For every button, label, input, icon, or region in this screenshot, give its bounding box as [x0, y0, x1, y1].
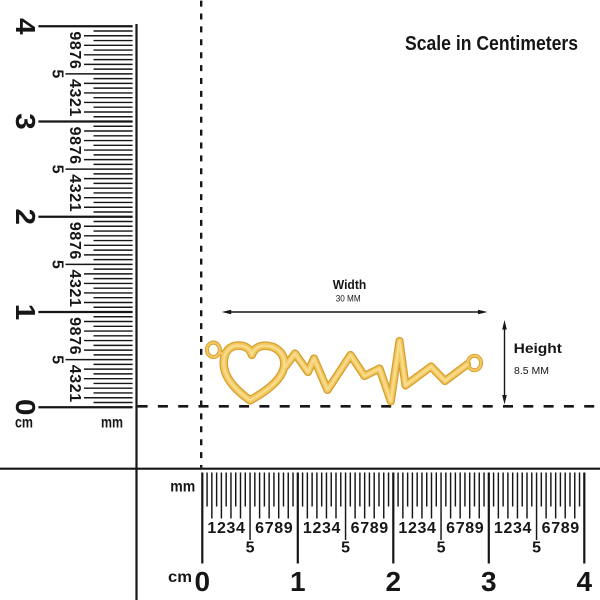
svg-text:4: 4 [332, 520, 341, 537]
svg-text:3: 3 [417, 520, 426, 537]
svg-text:3: 3 [66, 279, 83, 288]
svg-text:7: 7 [551, 520, 560, 537]
svg-text:5: 5 [49, 165, 66, 174]
svg-text:cm: cm [168, 569, 192, 586]
svg-text:3: 3 [226, 520, 235, 537]
svg-text:6: 6 [446, 520, 455, 537]
svg-text:3: 3 [66, 374, 83, 383]
svg-text:3: 3 [10, 113, 41, 130]
svg-text:7: 7 [66, 241, 83, 250]
svg-text:7: 7 [360, 520, 369, 537]
svg-text:6: 6 [66, 60, 83, 69]
svg-text:1: 1 [303, 520, 312, 537]
svg-text:8: 8 [66, 136, 83, 145]
svg-text:9: 9 [66, 31, 83, 40]
svg-text:1: 1 [207, 520, 216, 537]
svg-text:6: 6 [542, 520, 551, 537]
svg-text:9: 9 [379, 520, 388, 537]
svg-text:1: 1 [398, 520, 407, 537]
svg-text:2: 2 [503, 520, 512, 537]
svg-text:8: 8 [370, 520, 379, 537]
svg-text:5: 5 [437, 540, 446, 557]
svg-text:2: 2 [10, 209, 41, 226]
svg-text:4: 4 [66, 174, 83, 183]
svg-text:1: 1 [66, 203, 83, 212]
svg-text:4: 4 [10, 18, 41, 35]
svg-text:2: 2 [217, 520, 226, 537]
svg-text:7: 7 [66, 146, 83, 155]
svg-text:2: 2 [386, 566, 402, 597]
svg-text:cm: cm [15, 415, 33, 432]
svg-text:9: 9 [66, 127, 83, 136]
svg-text:6: 6 [66, 346, 83, 355]
svg-text:3: 3 [66, 88, 83, 97]
svg-text:mm: mm [170, 479, 195, 496]
svg-text:4: 4 [66, 269, 83, 278]
svg-text:mm: mm [101, 415, 123, 432]
svg-text:3: 3 [481, 566, 497, 597]
svg-text:7: 7 [66, 336, 83, 345]
svg-text:1: 1 [66, 298, 83, 307]
svg-text:5: 5 [246, 540, 255, 557]
svg-text:6: 6 [66, 155, 83, 164]
svg-text:9: 9 [66, 222, 83, 231]
svg-text:1: 1 [494, 520, 503, 537]
svg-text:9: 9 [475, 520, 484, 537]
svg-text:4: 4 [427, 520, 436, 537]
svg-text:8: 8 [274, 520, 283, 537]
svg-text:8: 8 [66, 231, 83, 240]
svg-text:4: 4 [66, 365, 83, 374]
svg-text:4: 4 [236, 520, 245, 537]
svg-text:5: 5 [341, 540, 350, 557]
svg-text:8: 8 [66, 327, 83, 336]
svg-text:5: 5 [49, 355, 66, 364]
svg-text:1: 1 [10, 304, 41, 321]
svg-text:7: 7 [265, 520, 274, 537]
svg-text:2: 2 [408, 520, 417, 537]
svg-text:8: 8 [561, 520, 570, 537]
svg-text:Width: Width [333, 277, 367, 292]
svg-text:1: 1 [66, 393, 83, 402]
svg-text:5: 5 [49, 69, 66, 78]
svg-text:4: 4 [66, 79, 83, 88]
svg-text:2: 2 [312, 520, 321, 537]
svg-text:9: 9 [66, 317, 83, 326]
svg-text:Height: Height [514, 340, 563, 356]
svg-text:3: 3 [322, 520, 331, 537]
svg-text:9: 9 [570, 520, 579, 537]
svg-text:9: 9 [284, 520, 293, 537]
svg-text:0: 0 [195, 566, 211, 597]
svg-text:2: 2 [66, 98, 83, 107]
svg-text:3: 3 [66, 184, 83, 193]
svg-text:4: 4 [577, 566, 593, 597]
svg-text:6: 6 [351, 520, 360, 537]
svg-text:7: 7 [66, 50, 83, 59]
svg-text:3: 3 [513, 520, 522, 537]
svg-text:30 MM: 30 MM [336, 294, 361, 304]
svg-text:4: 4 [523, 520, 532, 537]
svg-text:1: 1 [290, 566, 306, 597]
svg-text:6: 6 [255, 520, 264, 537]
svg-text:0: 0 [10, 399, 41, 416]
svg-text:2: 2 [66, 193, 83, 202]
svg-text:2: 2 [66, 288, 83, 297]
svg-text:8: 8 [66, 41, 83, 50]
svg-text:8: 8 [465, 520, 474, 537]
svg-text:7: 7 [456, 520, 465, 537]
svg-text:6: 6 [66, 250, 83, 259]
svg-text:5: 5 [532, 540, 541, 557]
svg-text:5: 5 [49, 260, 66, 269]
svg-text:2: 2 [66, 384, 83, 393]
svg-text:8.5 MM: 8.5 MM [514, 366, 549, 377]
svg-text:Scale in Centimeters: Scale in Centimeters [405, 33, 578, 55]
svg-text:1: 1 [66, 108, 83, 117]
